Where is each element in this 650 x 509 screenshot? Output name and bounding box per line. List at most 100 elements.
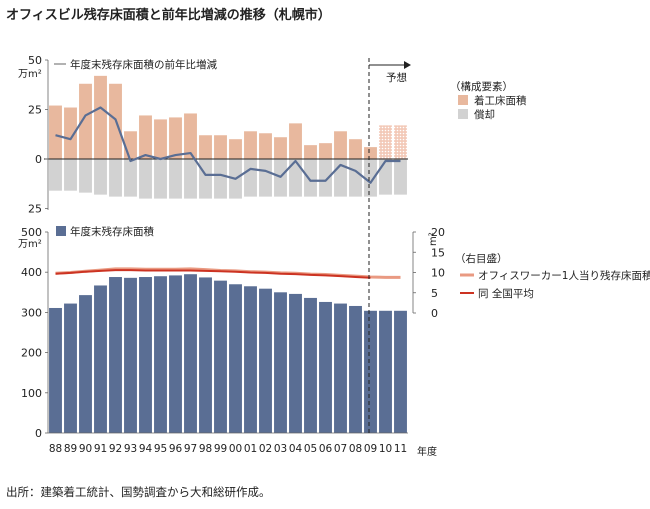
legend-label-stock: 年度末残存床面積 <box>70 225 154 238</box>
bar-depreciation <box>124 159 137 197</box>
y-tick-label: 100 <box>21 387 42 400</box>
bar-stock <box>154 276 167 433</box>
bar-depreciation <box>259 159 272 197</box>
bar-construction <box>139 115 152 159</box>
legend-title-right-axis: （右目盛） <box>455 252 508 265</box>
bar-stock <box>394 310 407 433</box>
y-tick-label: 0 <box>35 427 42 440</box>
x-tick-label: 88 <box>49 443 62 455</box>
bar-stock <box>349 305 362 433</box>
bar-stock <box>79 295 92 433</box>
bar-construction <box>244 131 257 159</box>
bar-stock <box>304 297 317 433</box>
y-tick-label: 25 <box>28 203 42 216</box>
bar-depreciation <box>394 159 407 195</box>
bar-depreciation <box>64 159 77 191</box>
bar-construction <box>304 145 317 159</box>
bar-stock <box>379 310 392 433</box>
x-tick-label: 06 <box>319 443 333 455</box>
x-tick-label: 00 <box>229 443 242 455</box>
bar-depreciation <box>244 159 257 197</box>
x-tick-label: 95 <box>154 443 167 455</box>
bar-stock <box>199 277 212 433</box>
x-tick-label: 04 <box>289 443 303 455</box>
x-tick-label: 05 <box>304 443 317 455</box>
x-axis-unit: 年度 <box>417 445 437 458</box>
bar-depreciation <box>379 159 392 195</box>
bar-depreciation <box>169 159 182 199</box>
bar-stock <box>334 303 347 433</box>
bar-construction <box>274 137 287 159</box>
x-tick-label: 07 <box>334 443 347 455</box>
legend-swatch-stock <box>56 226 66 236</box>
x-tick-label: 01 <box>244 443 257 455</box>
bar-stock <box>259 288 272 433</box>
bar-construction <box>94 75 107 159</box>
legend-title-components: （構成要素） <box>450 80 513 93</box>
bar-construction <box>64 107 77 159</box>
bar-depreciation <box>184 159 197 199</box>
legend-label-construction: 着工床面積 <box>474 94 527 107</box>
x-tick-label: 99 <box>214 443 227 455</box>
bar-stock <box>244 286 257 433</box>
x-tick-label: 91 <box>94 443 107 455</box>
bar-depreciation <box>109 159 122 197</box>
series-line-change <box>55 106 401 184</box>
y-tick-label: 400 <box>21 266 42 279</box>
bar-construction <box>259 133 272 159</box>
y2-tick-label: 10 <box>431 267 445 280</box>
x-tick-label: 92 <box>109 443 122 455</box>
bar-construction <box>49 105 62 159</box>
bar-depreciation <box>289 159 302 197</box>
bar-depreciation <box>214 159 227 199</box>
series-line-national <box>55 269 371 279</box>
forecast-label: 予想 <box>386 71 407 84</box>
y2-tick-label: 5 <box>431 287 438 300</box>
y2-tick-label: 0 <box>431 307 438 320</box>
x-tick-label: 89 <box>64 443 77 455</box>
bar-stock <box>289 293 302 433</box>
bar-stock <box>214 280 227 433</box>
bar-stock <box>49 307 62 433</box>
legend-label-depreciation: 償却 <box>474 108 495 121</box>
bar-depreciation <box>154 159 167 199</box>
y-tick-label: 500 <box>21 226 42 239</box>
bar-construction <box>229 139 242 159</box>
y-tick-label: 300 <box>21 306 42 319</box>
x-tick-label: 10 <box>379 443 392 455</box>
bar-construction <box>79 83 92 159</box>
legend-swatch-construction <box>458 95 468 105</box>
bar-stock <box>169 275 182 433</box>
bar-construction <box>124 131 137 159</box>
bar-stock <box>139 277 152 433</box>
bar-stock <box>94 285 107 433</box>
y2-tick-label: 20 <box>431 226 445 239</box>
y-tick-label: 200 <box>21 347 42 360</box>
bar-construction <box>334 131 347 159</box>
y2-tick-label: 15 <box>431 246 445 259</box>
bar-construction <box>214 135 227 159</box>
bar-depreciation <box>319 159 332 197</box>
y-axis-unit-bottom: 万m² <box>18 239 42 250</box>
bar-stock <box>229 284 242 433</box>
bar-depreciation <box>199 159 212 199</box>
forecast-arrow-head <box>404 61 411 69</box>
bar-construction <box>349 139 362 159</box>
bar-depreciation <box>364 159 377 197</box>
bar-stock <box>364 310 377 433</box>
x-tick-label: 90 <box>79 443 92 455</box>
x-tick-label: 08 <box>349 443 362 455</box>
y-tick-label: 0 <box>35 153 42 166</box>
x-tick-label: 94 <box>139 443 153 455</box>
bar-depreciation <box>139 159 152 199</box>
bar-stock <box>109 277 122 433</box>
bar-stock <box>319 301 332 433</box>
bar-stock <box>64 303 77 433</box>
y-axis-unit-top: 万m² <box>18 69 42 80</box>
source-note: 出所：建築着工統計、国勢調査から大和総研作成。 <box>6 485 271 499</box>
x-tick-label: 03 <box>274 443 287 455</box>
bar-construction <box>184 113 197 159</box>
x-tick-label: 02 <box>259 443 272 455</box>
